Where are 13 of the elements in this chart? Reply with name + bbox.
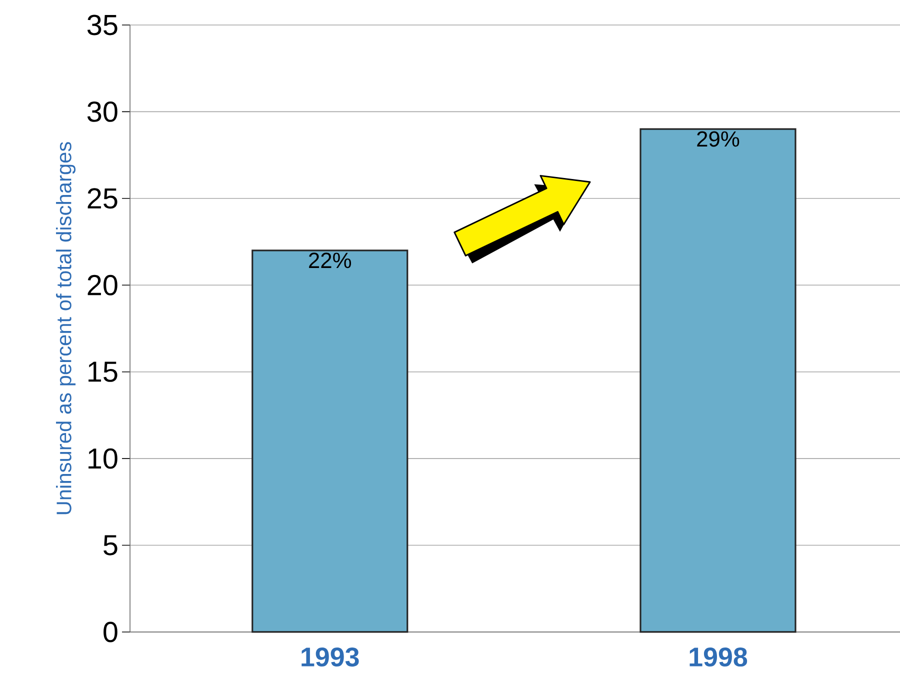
x-tick-label: 1998 <box>690 648 748 667</box>
data-label: 29% <box>697 131 740 147</box>
y-tick-label: 10 <box>88 448 118 469</box>
y-tick-label: 35 <box>87 14 118 36</box>
y-tick-label: 5 <box>104 535 118 556</box>
y-tick-label: 20 <box>88 274 118 296</box>
y-tick-label: 0 <box>104 622 118 642</box>
y-axis-title: Uninsured as percent of total discharges <box>56 142 76 514</box>
y-tick-label: 25 <box>88 188 118 209</box>
data-label: 22% <box>309 252 352 268</box>
y-tick-label: 30 <box>87 101 118 122</box>
y-tick-label: 15 <box>88 362 118 382</box>
x-tick-label: 1993 <box>302 648 359 667</box>
